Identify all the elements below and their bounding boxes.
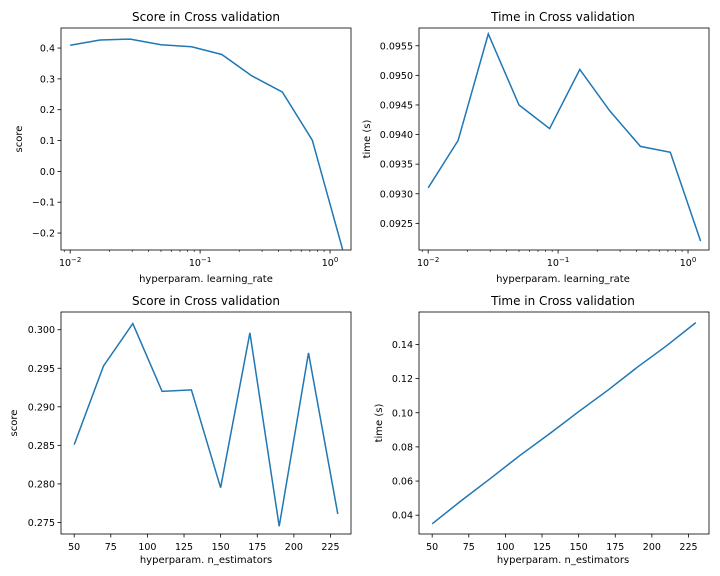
x-tick-label: 225 (321, 542, 339, 553)
x-tick-label: 100 (322, 256, 339, 269)
chart-title: Time in Cross validation (490, 294, 635, 308)
x-tick-label: 75 (463, 542, 475, 553)
y-tick-label: 0.285 (28, 441, 55, 452)
y-tick-label: 0.1 (40, 136, 55, 147)
x-tick-label: 175 (248, 542, 266, 553)
x-tick-label: 10−2 (59, 256, 81, 269)
x-tick-label: 75 (105, 542, 117, 553)
x-tick-label: 10−2 (417, 256, 439, 269)
y-tick-label: 0.0935 (380, 160, 413, 171)
y-tick-label: −0.2 (32, 229, 55, 240)
chart-score-n-estimators: Score in Cross validation hyperparam. n_… (9, 294, 352, 566)
x-tick-label: 225 (679, 542, 697, 553)
chart-time-learning-rate: Time in Cross validation hyperparam. lea… (362, 10, 710, 285)
y-tick-label: 0.0955 (380, 41, 413, 52)
x-tick-label: 100 (496, 542, 514, 553)
x-tick-label: 50 (68, 542, 80, 553)
x-tick-label: 200 (643, 542, 661, 553)
series-line (431, 322, 697, 525)
y-axis-label: score (9, 410, 20, 437)
x-tick-label: 175 (606, 542, 624, 553)
x-tick-label: 200 (285, 542, 303, 553)
plot-frame (60, 27, 352, 251)
x-tick-label: 125 (175, 542, 193, 553)
y-tick-label: 0.0 (40, 167, 55, 178)
y-tick-label: 0.12 (392, 374, 413, 385)
y-tick-label: 0.300 (28, 325, 55, 336)
x-tick-label: 100 (138, 542, 156, 553)
y-tick-label: 0.04 (392, 511, 413, 522)
y-tick-label: 0.2 (40, 105, 55, 116)
x-axis-label: hyperparam. n_estimators (497, 555, 629, 566)
x-tick-label: 10−1 (189, 256, 211, 269)
x-tick-label: 125 (533, 542, 551, 553)
y-tick-label: 0.0930 (380, 189, 413, 200)
y-tick-label: 0.0940 (380, 130, 413, 141)
y-axis-label: score (14, 126, 25, 153)
x-axis-label: hyperparam. learning_rate (139, 274, 273, 285)
chart-score-learning-rate: Score in Cross validation hyperparam. le… (14, 10, 352, 285)
x-axis-label: hyperparam. learning_rate (496, 274, 630, 285)
y-tick-label: 0.3 (40, 74, 55, 85)
series-line (73, 322, 339, 527)
y-axis-label: time (s) (374, 404, 385, 443)
y-tick-label: −0.1 (32, 198, 55, 209)
x-tick-label: 50 (426, 542, 438, 553)
plot-frame (60, 311, 352, 535)
chart-title: Score in Cross validation (132, 10, 280, 24)
chart-title: Time in Cross validation (490, 10, 635, 24)
x-tick-label: 150 (212, 542, 230, 553)
y-tick-label: 0.275 (28, 518, 55, 529)
y-tick-label: 0.06 (392, 477, 413, 488)
x-tick-label: 150 (570, 542, 588, 553)
x-tick-label: 100 (680, 256, 697, 269)
y-tick-label: 0.0950 (380, 71, 413, 82)
y-axis-label: time (s) (362, 120, 373, 159)
x-axis-label: hyperparam. n_estimators (140, 555, 272, 566)
plot-frame (418, 311, 710, 535)
y-tick-label: 0.10 (392, 408, 413, 419)
series-line (70, 38, 344, 250)
chart-title: Score in Cross validation (132, 294, 280, 308)
chart-time-n-estimators: Time in Cross validation hyperparam. n_e… (374, 294, 710, 566)
series-line (427, 31, 702, 242)
y-tick-label: 0.0945 (380, 100, 413, 111)
y-tick-label: 0.08 (392, 442, 413, 453)
plot-frame (418, 27, 710, 251)
x-tick-label: 10−1 (547, 256, 569, 269)
y-tick-label: 0.4 (40, 44, 55, 55)
y-tick-label: 0.0925 (380, 219, 413, 230)
y-tick-label: 0.280 (28, 479, 55, 490)
y-tick-label: 0.295 (28, 364, 55, 375)
y-tick-label: 0.14 (392, 340, 413, 351)
y-tick-label: 0.290 (28, 402, 55, 413)
